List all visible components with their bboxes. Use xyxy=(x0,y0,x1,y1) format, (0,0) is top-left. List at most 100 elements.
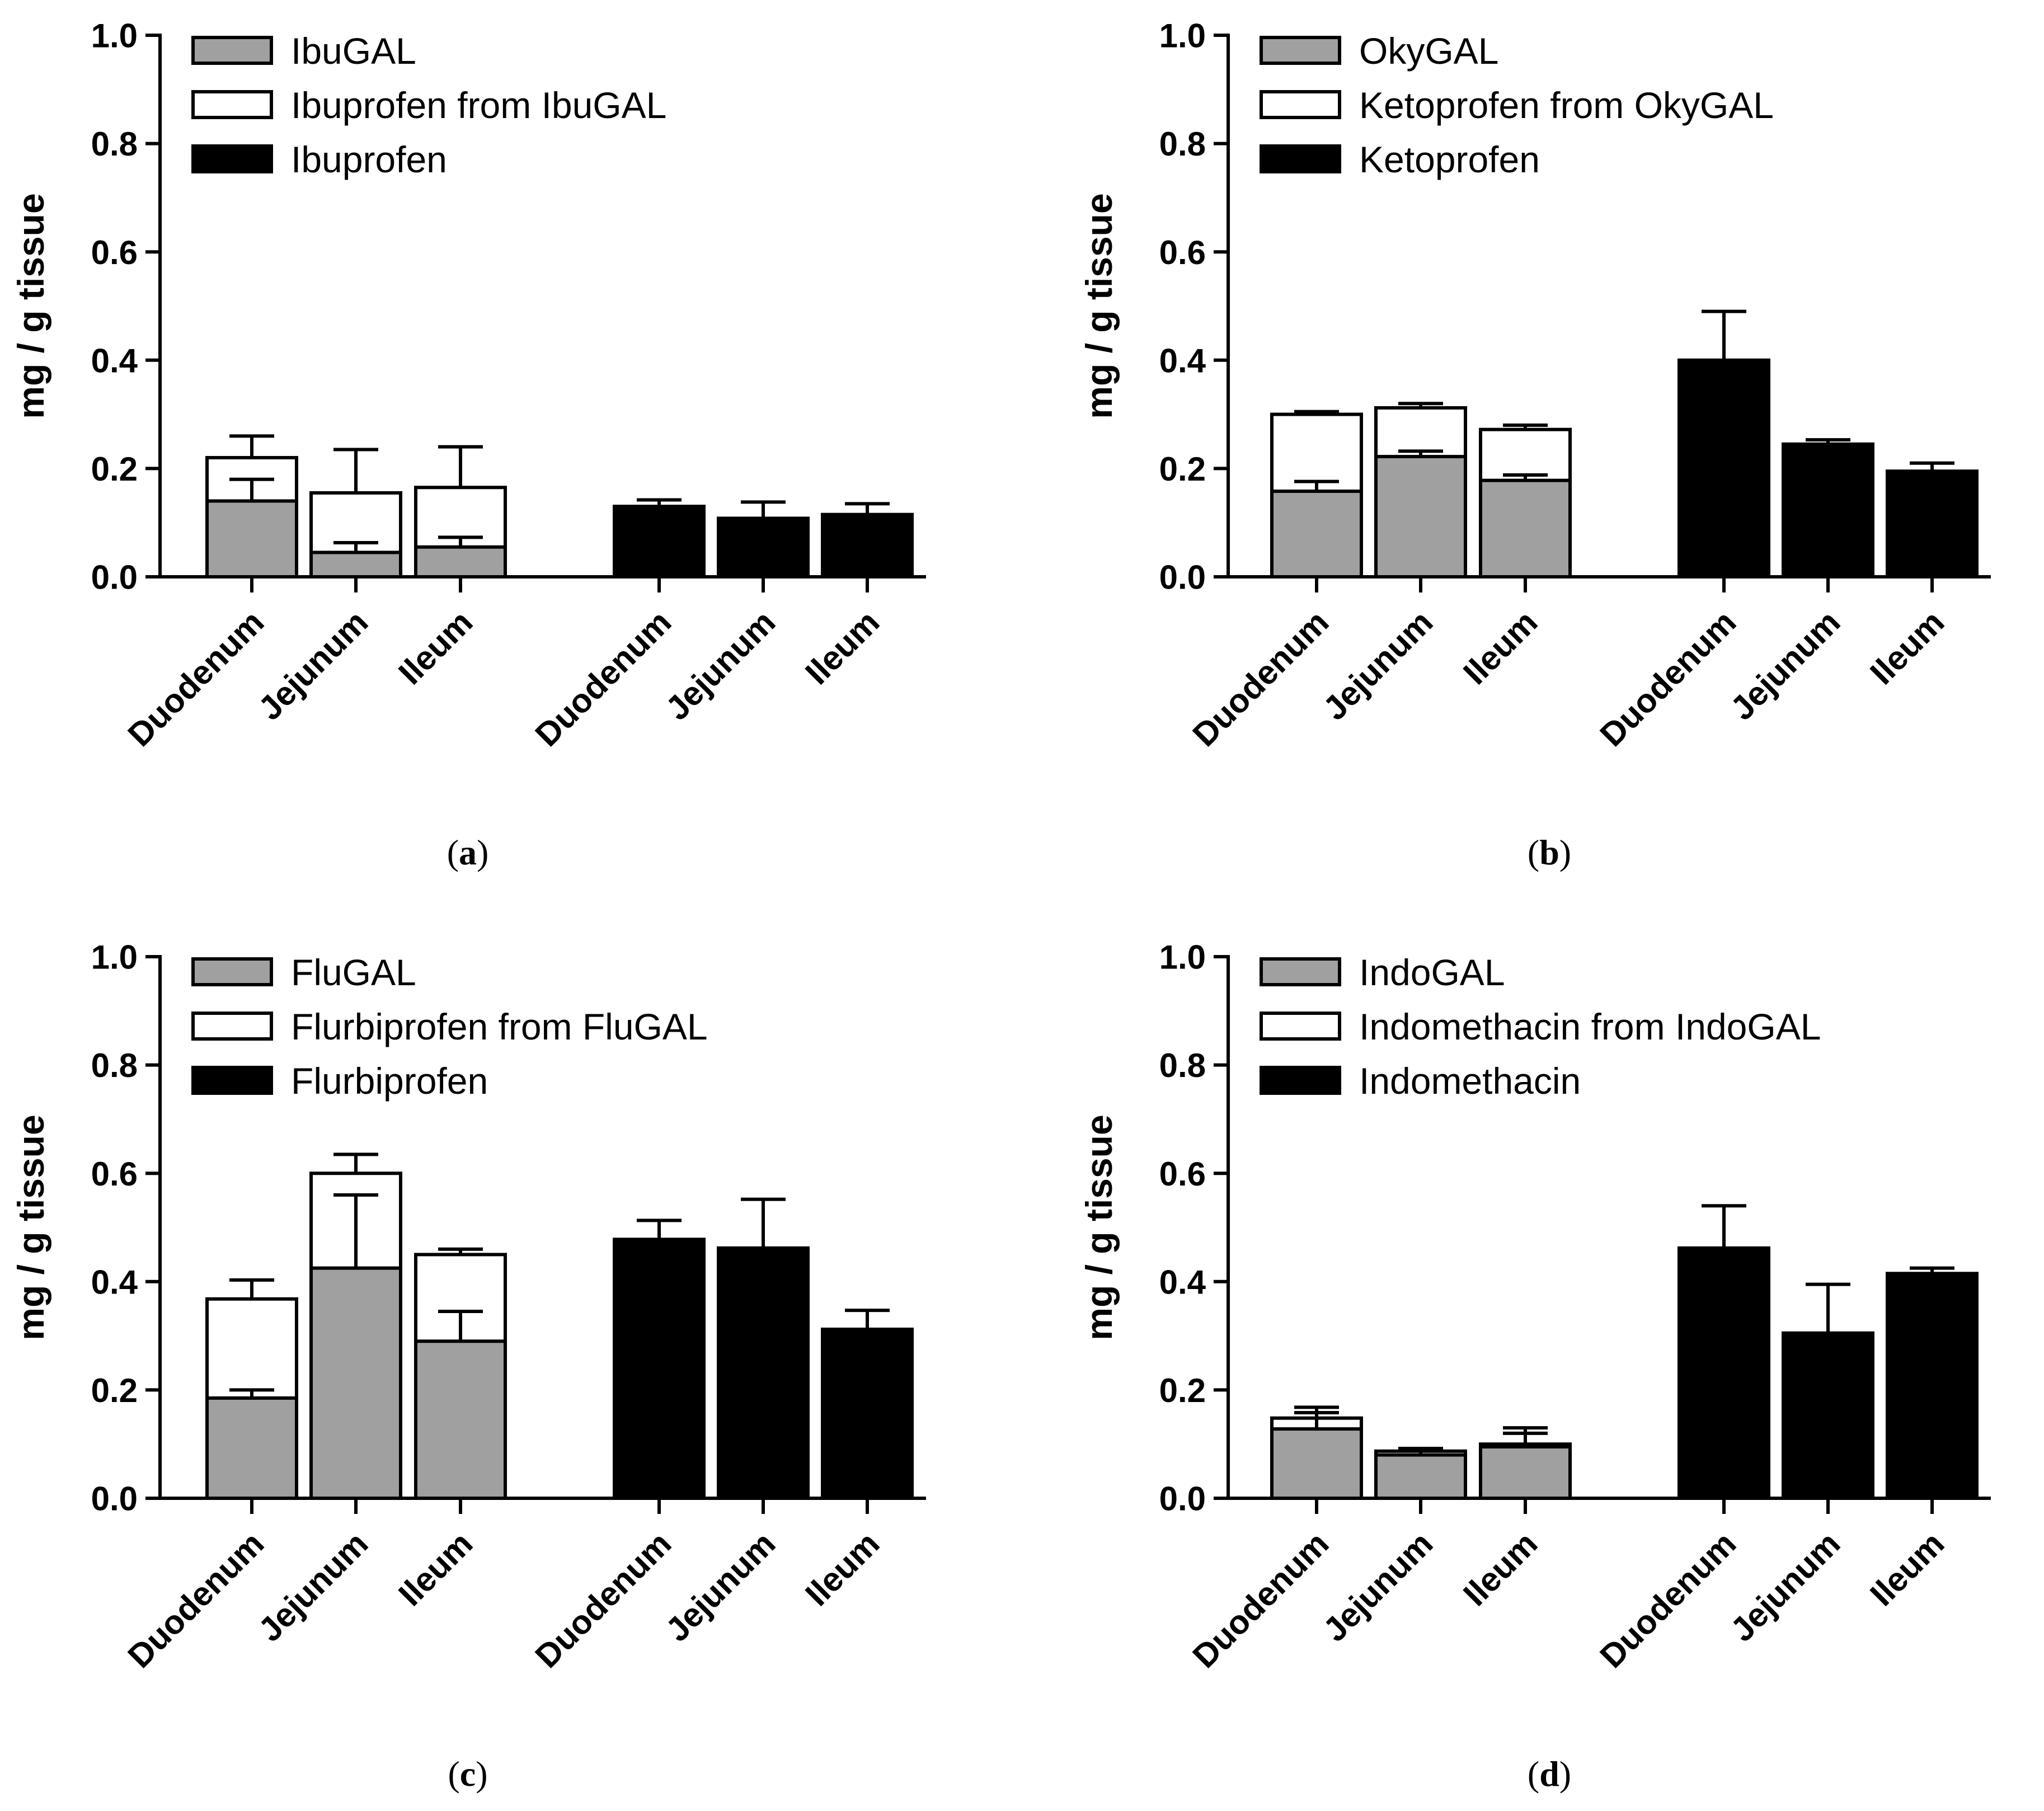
panel-label: (b) xyxy=(1528,832,1571,872)
legend-label: Flurbiprofen from FluGAL xyxy=(291,1006,708,1047)
x-category-label: Duodenum xyxy=(1186,1525,1336,1675)
legend-label: Indomethacin xyxy=(1359,1060,1581,1102)
bar-prodrug xyxy=(1270,490,1363,579)
panel-label-letter: b xyxy=(1539,832,1559,872)
bar-prodrug xyxy=(1374,1453,1467,1500)
y-tick-label: 0.6 xyxy=(91,234,138,271)
x-category-label: Ileum xyxy=(1863,603,1951,692)
chart-panel-a: mg / g tissue0.00.20.40.60.81.0DuodenumJ… xyxy=(10,17,926,872)
panel-label: (c) xyxy=(448,1754,487,1794)
x-category-label: Ileum xyxy=(1456,1525,1544,1613)
y-tick-label: 0.0 xyxy=(91,1480,138,1518)
chart-panel-c: mg / g tissue0.00.20.40.60.81.0DuodenumJ… xyxy=(10,939,926,1794)
bar-parent-drug xyxy=(613,505,706,578)
bar-prodrug xyxy=(414,1339,507,1500)
bar-parent-drug xyxy=(717,516,810,578)
legend-label: Ketoprofen from OkyGAL xyxy=(1359,84,1774,126)
bar-parent-drug xyxy=(1782,442,1874,579)
y-axis-title: mg / g tissue xyxy=(10,1114,51,1340)
bar-parent-drug xyxy=(1678,358,1770,578)
x-category-label: Jejunum xyxy=(1316,603,1440,727)
y-tick-label: 0.8 xyxy=(1159,125,1206,163)
bar-parent-drug xyxy=(1886,469,1979,578)
y-tick-label: 1.0 xyxy=(1159,939,1206,976)
y-tick-label: 1.0 xyxy=(1159,17,1206,55)
y-tick-label: 0.6 xyxy=(1159,1155,1206,1193)
y-axis-title: mg / g tissue xyxy=(1078,1114,1120,1340)
legend-swatch xyxy=(1260,1012,1341,1041)
y-tick-label: 1.0 xyxy=(91,17,138,55)
bar-parent-drug xyxy=(821,512,914,578)
y-tick-label: 0.8 xyxy=(91,1047,138,1084)
x-category-label: Jejunum xyxy=(1723,1525,1848,1649)
legend-swatch xyxy=(191,1066,273,1095)
bar-prodrug xyxy=(1374,455,1467,578)
x-category-label: Ileum xyxy=(391,603,480,692)
legend-label: Ibuprofen xyxy=(291,139,447,180)
legend-swatch xyxy=(1260,144,1341,173)
x-category-label: Jejunum xyxy=(1723,603,1848,727)
x-category-label: Jejunum xyxy=(1316,1525,1440,1649)
y-tick-label: 0.2 xyxy=(91,1372,138,1409)
chart-panel-d: mg / g tissue0.00.20.40.60.81.0DuodenumJ… xyxy=(1078,939,1991,1794)
legend-label: Ibuprofen from IbuGAL xyxy=(291,84,666,126)
panel-label-letter: c xyxy=(460,1754,476,1794)
y-tick-label: 1.0 xyxy=(91,939,138,976)
y-axis-title: mg / g tissue xyxy=(10,193,51,418)
legend-label: IndoGAL xyxy=(1359,952,1505,993)
legend-label: IbuGAL xyxy=(291,30,416,72)
y-tick-label: 0.4 xyxy=(1159,1263,1206,1301)
panel-label-close-paren: ) xyxy=(476,1754,487,1794)
x-category-label: Duodenum xyxy=(528,1525,679,1675)
legend-label: Flurbiprofen xyxy=(291,1060,488,1102)
panel-label-letter: d xyxy=(1539,1754,1559,1794)
x-category-label: Duodenum xyxy=(1593,1525,1744,1675)
chart-panel-b: mg / g tissue0.00.20.40.60.81.0DuodenumJ… xyxy=(1078,17,1991,872)
x-category-label: Duodenum xyxy=(121,603,271,754)
x-category-label: Jejunum xyxy=(659,603,783,727)
legend-swatch xyxy=(191,1012,273,1041)
legend-swatch xyxy=(1260,90,1341,119)
x-category-label: Duodenum xyxy=(1593,603,1744,754)
legend-swatch xyxy=(191,957,273,986)
panel-label: (d) xyxy=(1528,1754,1571,1794)
y-tick-label: 0.6 xyxy=(1159,234,1206,271)
y-tick-label: 0.8 xyxy=(91,125,138,163)
y-tick-label: 0.2 xyxy=(1159,1372,1206,1409)
legend-swatch xyxy=(1260,36,1341,65)
panel-label: (a) xyxy=(447,832,489,872)
y-axis-title: mg / g tissue xyxy=(1078,193,1120,418)
x-category-label: Ileum xyxy=(798,1525,886,1613)
bar-parent-drug xyxy=(821,1327,914,1500)
x-category-label: Ileum xyxy=(798,603,886,692)
legend-swatch xyxy=(1260,1066,1341,1095)
y-tick-label: 0.0 xyxy=(1159,559,1206,596)
bar-prodrug xyxy=(309,551,402,579)
legend-label: OkyGAL xyxy=(1359,30,1498,72)
legend-swatch xyxy=(191,36,273,65)
bar-prodrug xyxy=(1479,1445,1572,1500)
x-category-label: Jejunum xyxy=(251,603,375,727)
y-tick-label: 0.6 xyxy=(91,1155,138,1193)
legend-label: FluGAL xyxy=(291,952,416,993)
legend-swatch xyxy=(1260,957,1341,986)
y-tick-label: 0.4 xyxy=(91,342,138,379)
bar-prodrug xyxy=(205,1396,298,1500)
legend-label: Ketoprofen xyxy=(1359,139,1540,180)
panel-label-open-paren: ( xyxy=(1528,1754,1539,1794)
y-tick-label: 0.8 xyxy=(1159,1047,1206,1084)
bar-parent-drug xyxy=(1678,1246,1770,1500)
bar-parent-drug xyxy=(1886,1272,1979,1500)
bar-prodrug xyxy=(414,545,507,579)
bar-parent-drug xyxy=(717,1246,810,1500)
panel-label-close-paren: ) xyxy=(1559,832,1571,872)
x-category-label: Ileum xyxy=(391,1525,480,1613)
panel-label-letter: a xyxy=(459,832,477,872)
x-category-label: Ileum xyxy=(1863,1525,1951,1613)
y-tick-label: 0.0 xyxy=(91,559,138,596)
legend-label: Indomethacin from IndoGAL xyxy=(1359,1006,1821,1047)
x-category-label: Duodenum xyxy=(121,1525,271,1675)
bar-prodrug xyxy=(1270,1427,1363,1500)
y-tick-label: 0.0 xyxy=(1159,1480,1206,1518)
